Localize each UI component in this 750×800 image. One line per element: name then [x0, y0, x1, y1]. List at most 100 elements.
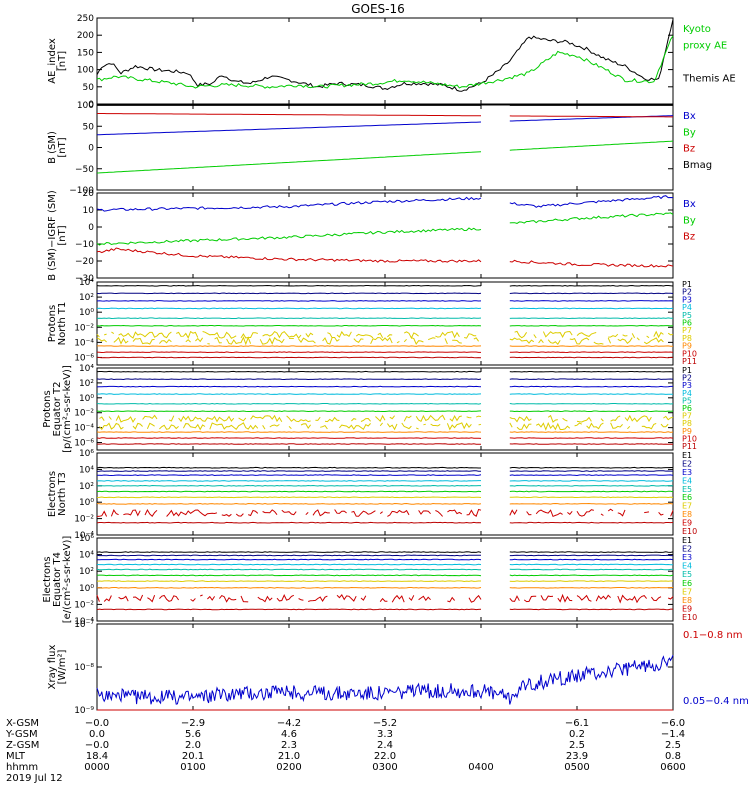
- legend-label: Bz: [683, 144, 695, 155]
- channel-label-p11: P11: [682, 442, 697, 451]
- channel-line-p5: [96, 402, 674, 405]
- channel-line-p3: [96, 385, 673, 388]
- y-tick-label: 150: [77, 48, 94, 58]
- y-tick-label: 0: [88, 144, 94, 154]
- y-tick-label: 0: [88, 100, 94, 110]
- y-tick-label: 250: [77, 14, 94, 24]
- channel-label-e5: E5: [682, 485, 692, 494]
- channel-line-p1: [96, 370, 674, 373]
- channel-line-p7: [99, 414, 674, 423]
- series-line-kyoto-proxy-ae: [96, 35, 674, 89]
- x-row-label: Y-GSM: [5, 729, 38, 740]
- x-row-label: MLT: [6, 751, 26, 762]
- channel-label-p7: P7: [682, 412, 692, 421]
- x-row-value: 0000: [84, 762, 109, 773]
- y-axis-label: [nT]: [57, 51, 68, 71]
- y-tick-label: 10²: [79, 567, 94, 577]
- y-tick-label: 10⁻⁴: [74, 617, 94, 627]
- legend-label: 0.1−0.8 nm: [683, 630, 742, 641]
- y-tick-label: 10⁶: [79, 534, 94, 544]
- y-tick-label: 10⁻⁴: [74, 338, 94, 348]
- panel-xray: 10⁻⁷ 10⁻⁸ 10⁻⁹ Xray flux [W/m²] 0.1−0.8 nm 0.0…: [47, 620, 749, 716]
- y-tick-label: 10⁻²: [74, 515, 94, 525]
- y-axis-label: [W/m²]: [57, 649, 68, 684]
- panel-eet4: 10⁶ 10⁴ 10² 10⁰ 10⁻² 10⁻⁴ Electrons Equator T4[…: [42, 534, 697, 627]
- channel-line-e5: [96, 484, 674, 487]
- channel-line-p10: [96, 351, 674, 354]
- channel-line-e4: [96, 480, 674, 482]
- x-row-value: 2.4: [377, 740, 393, 751]
- x-row-value: 0100: [180, 762, 205, 773]
- channel-label-p2: P2: [682, 288, 692, 297]
- channel-label-e2: E2: [682, 459, 692, 468]
- channel-label-p6: P6: [682, 404, 692, 413]
- channel-line-p6: [96, 324, 674, 327]
- channel-line-p7: [96, 330, 674, 340]
- y-axis-label: B (SM): [47, 131, 58, 164]
- x-row-value: 4.6: [281, 729, 297, 740]
- x-row-value: −6.1: [565, 718, 589, 729]
- channel-label-e5: E5: [682, 570, 692, 579]
- y-axis-label: [e/(cm²-s-sr-keV)]: [62, 536, 73, 624]
- x-row-value: −2.9: [181, 718, 205, 729]
- x-row-value: −5.2: [373, 718, 397, 729]
- channel-line-e8: [96, 502, 674, 505]
- plot-title: GOES-16: [351, 2, 405, 16]
- x-row-value: 0500: [564, 762, 589, 773]
- channel-label-p11: P11: [682, 357, 697, 366]
- channel-line-e3: [96, 558, 674, 561]
- x-row-label: X-GSM: [6, 718, 39, 729]
- y-tick-label: 10⁴: [79, 278, 94, 288]
- y-tick-label: 10⁻⁸: [74, 663, 94, 673]
- y-axis-label: Xray flux: [47, 645, 58, 690]
- y-axis-label: [nT]: [57, 137, 68, 157]
- channel-line-p11: [96, 356, 674, 359]
- y-tick-label: 10⁻²: [74, 323, 94, 333]
- legend-label: Bz: [683, 232, 695, 243]
- channel-line-p6: [96, 410, 674, 413]
- x-row-value: 0300: [372, 762, 397, 773]
- channel-label-p2: P2: [682, 374, 692, 383]
- channel-line-e9: [96, 508, 674, 518]
- y-tick-label: 10²: [79, 379, 94, 389]
- channel-label-e7: E7: [682, 502, 692, 511]
- legend-label: By: [683, 215, 696, 226]
- y-axis-label: Protons: [42, 390, 53, 427]
- panel-pet2: 10⁴ 10² 10⁰ 10⁻² 10⁻⁴ 10⁻⁶ Protons Equator T2 [p…: [42, 364, 697, 453]
- x-row-value: 2.0: [185, 740, 201, 751]
- x-row-value: 23.9: [566, 751, 588, 762]
- legend-label: Bmag: [683, 160, 712, 171]
- channel-label-e8: E8: [682, 596, 692, 605]
- x-axis-labels: X-GSM −0.0 −2.9 −4.2 −5.2 −6.1 −6.0 Y-GSM 0.0 5.6…: [5, 718, 686, 784]
- y-axis-label: AE_index: [47, 38, 58, 84]
- channel-label-e4: E4: [682, 476, 692, 485]
- series-line-bz: [96, 247, 674, 268]
- channel-line-e6: [96, 574, 674, 577]
- channel-label-p6: P6: [682, 319, 692, 328]
- y-tick-label: 10⁰: [79, 584, 94, 594]
- x-row-value: 0200: [276, 762, 301, 773]
- x-row-value: 21.0: [278, 751, 300, 762]
- y-axis-label: [nT]: [57, 225, 68, 245]
- channel-label-e9: E9: [682, 604, 692, 613]
- x-row-value: 0.8: [665, 751, 681, 762]
- x-row-value: 2.5: [569, 740, 585, 751]
- x-row-value: 0400: [468, 762, 493, 773]
- panel-ae: 0 50 100 150 200 250 AE_index [nT] Kyoto proxy AE…: [47, 14, 736, 110]
- channel-label-e3: E3: [682, 468, 692, 477]
- x-row-value: −0.0: [85, 740, 109, 751]
- y-axis-label: Electrons: [47, 471, 58, 517]
- channel-line-p11: [97, 443, 674, 445]
- channel-line-p8: [99, 421, 669, 431]
- x-row-value: −4.2: [277, 718, 301, 729]
- channel-label-p1: P1: [682, 366, 692, 375]
- y-tick-label: 10²: [79, 293, 94, 303]
- y-tick-label: 0: [88, 223, 94, 233]
- legend-label: Bx: [683, 199, 696, 210]
- series-line-by: [96, 140, 674, 174]
- y-tick-label: 10⁻⁶: [74, 353, 94, 363]
- channel-line-e10: [96, 521, 674, 524]
- channel-line-e2: [96, 470, 673, 472]
